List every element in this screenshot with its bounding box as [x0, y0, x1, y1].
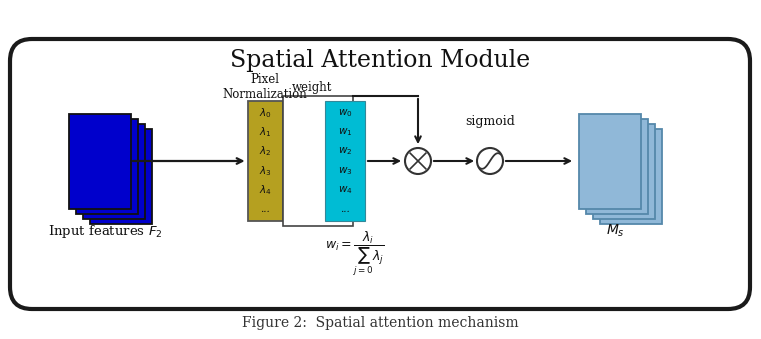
Text: weight: weight: [292, 80, 333, 94]
Text: $w_1$: $w_1$: [338, 126, 352, 138]
Text: Figure 2:  Spatial attention mechanism: Figure 2: Spatial attention mechanism: [242, 316, 518, 330]
Text: $w_0$: $w_0$: [338, 107, 352, 119]
FancyBboxPatch shape: [90, 128, 152, 223]
FancyBboxPatch shape: [83, 123, 145, 219]
Text: Pixel
Normalization: Pixel Normalization: [223, 73, 307, 101]
Text: $w_2$: $w_2$: [338, 146, 352, 157]
Text: $w_4$: $w_4$: [338, 184, 352, 196]
FancyBboxPatch shape: [586, 119, 648, 214]
FancyBboxPatch shape: [325, 101, 365, 221]
FancyBboxPatch shape: [282, 96, 352, 226]
Text: $w_3$: $w_3$: [338, 165, 352, 177]
FancyBboxPatch shape: [600, 128, 662, 223]
FancyBboxPatch shape: [69, 114, 131, 208]
Text: ...: ...: [340, 205, 350, 214]
Text: $\lambda_1$: $\lambda_1$: [259, 125, 271, 139]
Text: ...: ...: [260, 205, 270, 214]
FancyBboxPatch shape: [10, 39, 750, 309]
FancyBboxPatch shape: [593, 123, 655, 219]
Text: $\lambda_0$: $\lambda_0$: [259, 106, 272, 120]
Text: Spatial Attention Module: Spatial Attention Module: [230, 49, 530, 73]
Text: $\lambda_2$: $\lambda_2$: [259, 145, 271, 158]
Circle shape: [405, 148, 431, 174]
Text: $M_s$: $M_s$: [606, 223, 625, 239]
Text: $w_i = \dfrac{\lambda_i}{\sum_{j=0} \lambda_j}$: $w_i = \dfrac{\lambda_i}{\sum_{j=0} \lam…: [326, 230, 384, 278]
Text: Input features $F_2$: Input features $F_2$: [48, 222, 162, 239]
FancyBboxPatch shape: [247, 101, 282, 221]
FancyBboxPatch shape: [579, 114, 641, 208]
Circle shape: [477, 148, 503, 174]
Text: $\lambda_4$: $\lambda_4$: [259, 183, 272, 197]
FancyBboxPatch shape: [76, 119, 138, 214]
Text: sigmoid: sigmoid: [465, 115, 515, 127]
Text: $\lambda_3$: $\lambda_3$: [259, 164, 272, 178]
